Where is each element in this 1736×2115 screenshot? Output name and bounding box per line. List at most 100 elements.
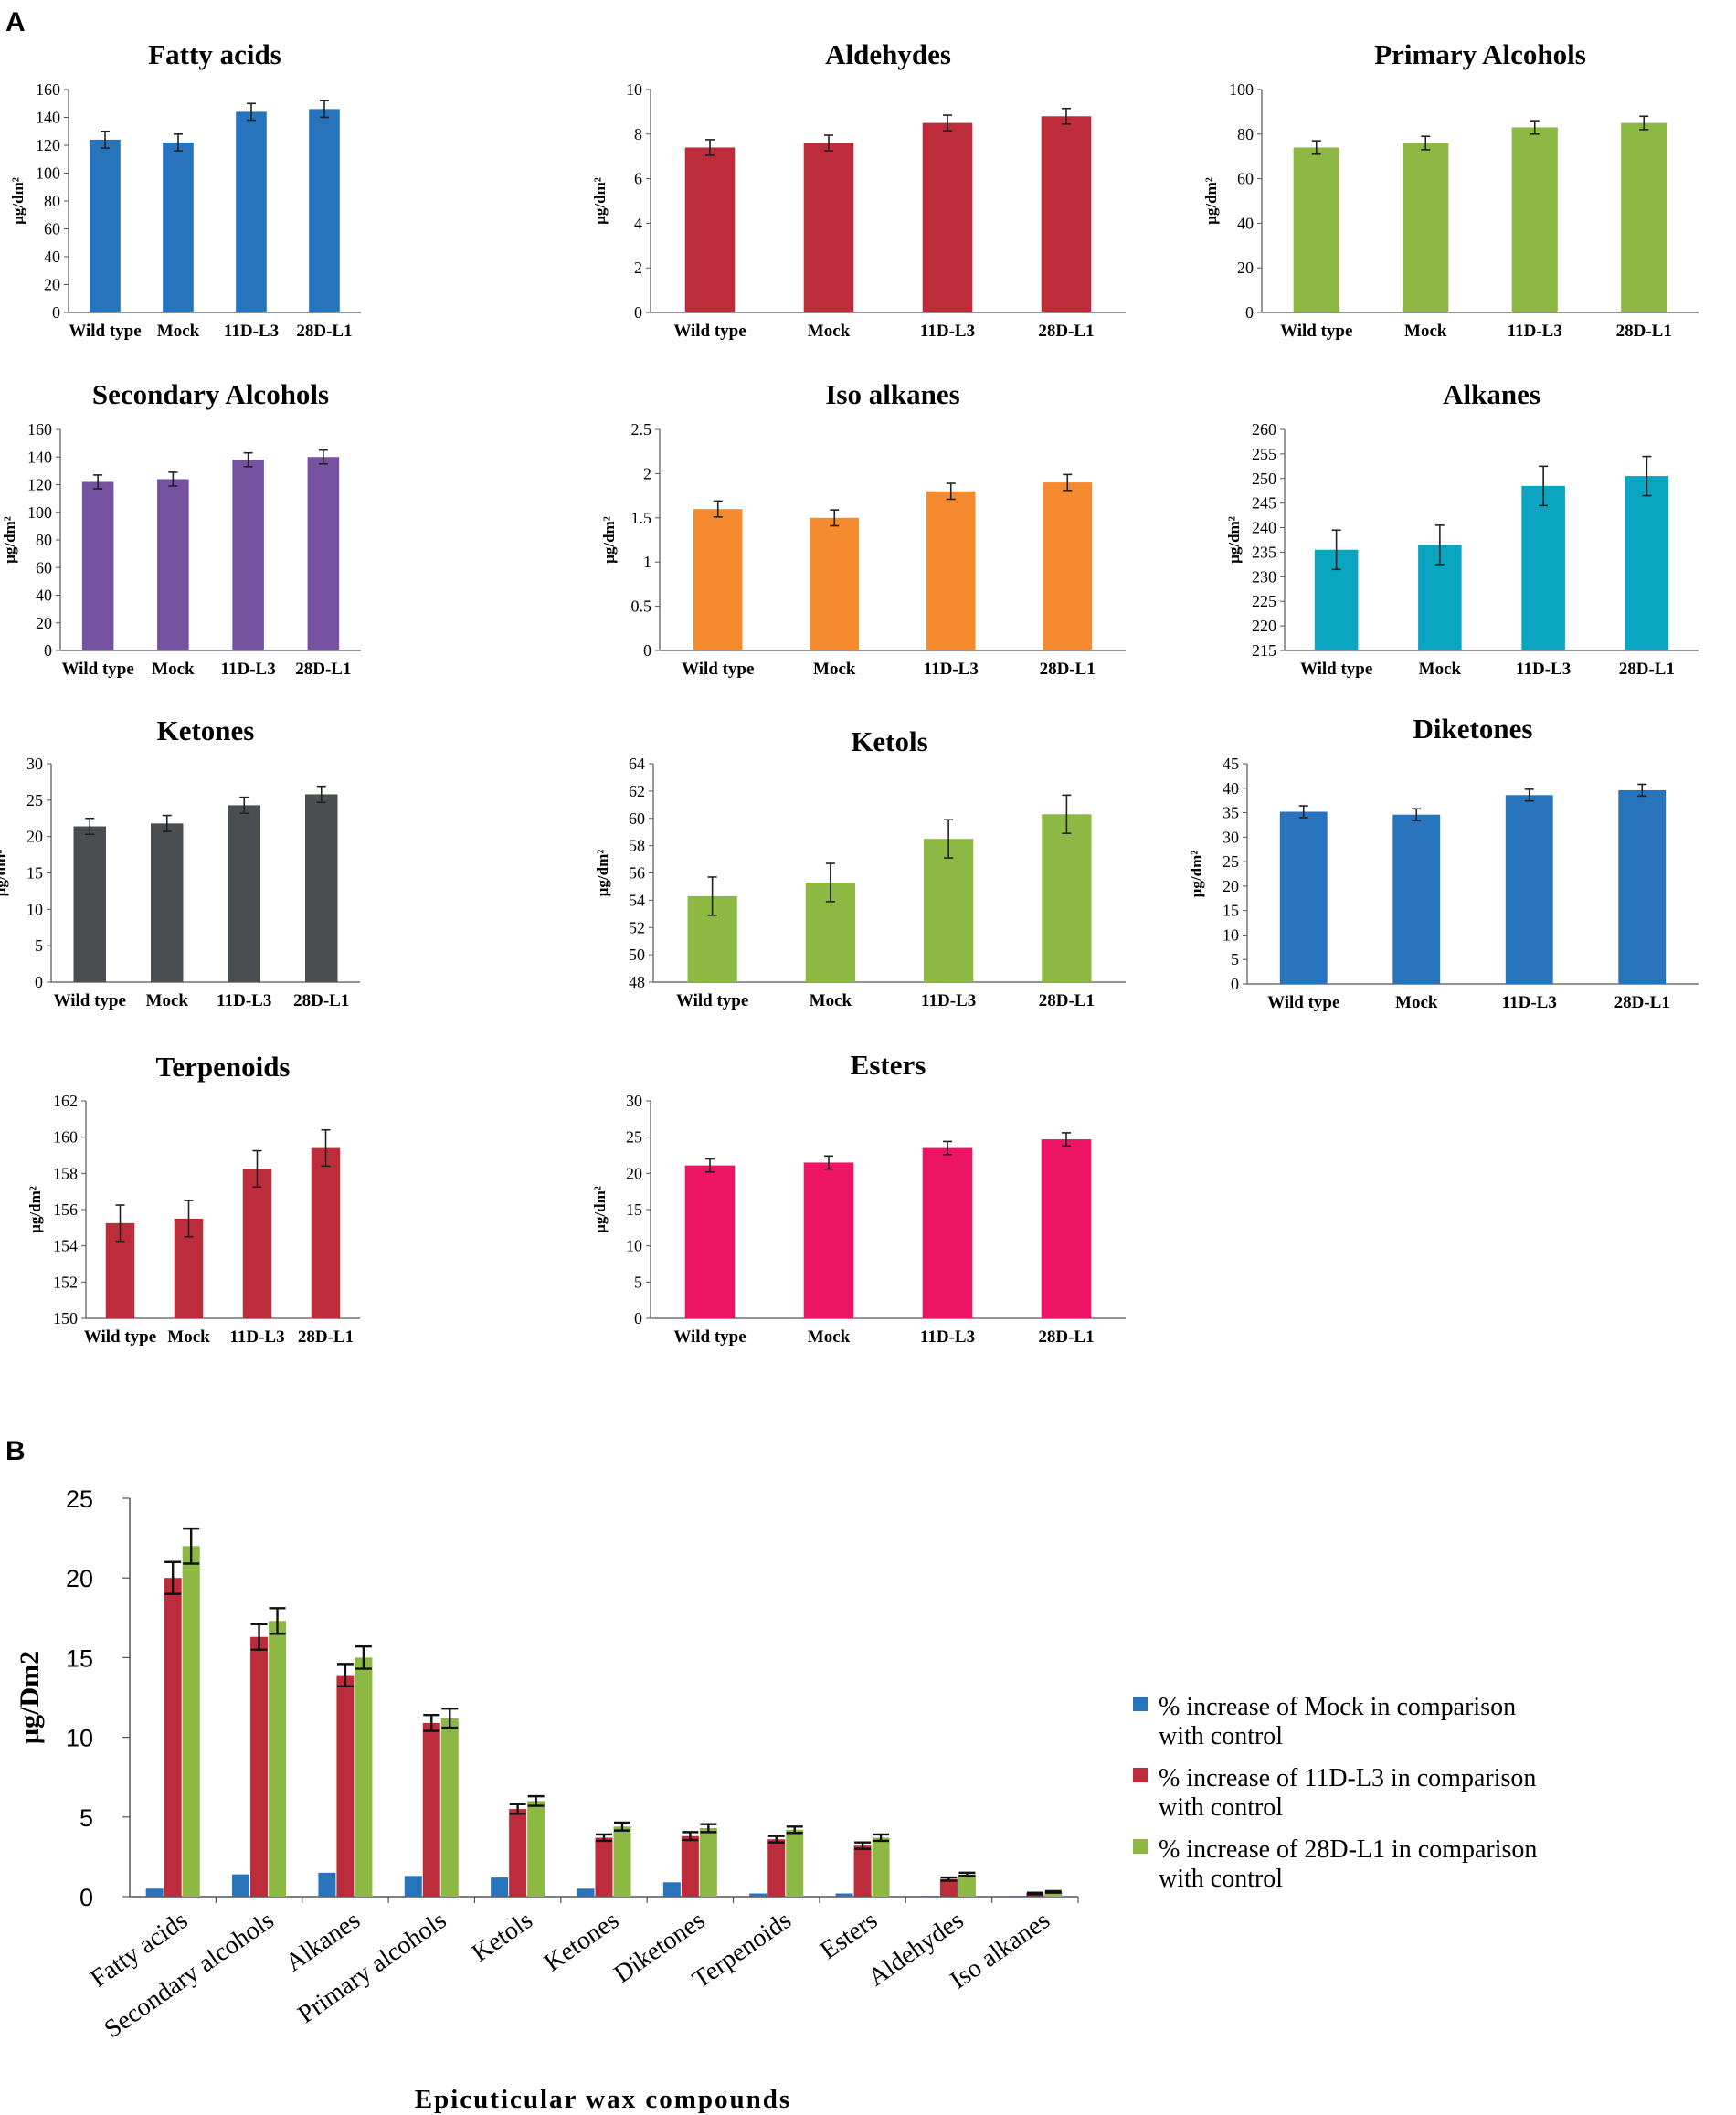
legend-swatch xyxy=(1133,1768,1148,1782)
y-tick-label: 20 xyxy=(66,1565,93,1592)
bar xyxy=(1293,147,1339,312)
x-tick-label: 11D-L3 xyxy=(1516,660,1571,679)
y-tick-label: 100 xyxy=(36,164,60,183)
x-tick-label: 28D-L1 xyxy=(1040,660,1096,679)
bar xyxy=(1044,1891,1063,1897)
y-tick-label: 240 xyxy=(1252,519,1276,537)
bar xyxy=(684,1165,736,1318)
chart-title: Iso alkanes xyxy=(825,378,959,410)
bar xyxy=(182,1546,200,1897)
x-tick-label: 28D-L1 xyxy=(1038,322,1094,341)
y-tick-label: 58 xyxy=(629,837,645,855)
bar xyxy=(232,1874,250,1897)
x-tick-label: 11D-L3 xyxy=(920,322,975,341)
y-axis-label: µg/dm² xyxy=(26,1186,44,1233)
bar xyxy=(872,1837,890,1897)
y-tick-label: 15 xyxy=(1223,902,1239,920)
y-tick-label: 140 xyxy=(36,109,60,127)
panel-label-b: B xyxy=(5,1436,26,1466)
y-tick-label: 160 xyxy=(53,1128,78,1147)
bar xyxy=(1511,127,1558,312)
bar xyxy=(73,826,106,982)
y-tick-label: 15 xyxy=(26,864,43,883)
bar xyxy=(922,1147,973,1318)
x-tick-label: Wild type xyxy=(54,991,126,1010)
x-tick-label: 28D-L1 xyxy=(298,1327,354,1347)
bar xyxy=(577,1888,595,1897)
bar xyxy=(613,1826,631,1897)
bar xyxy=(1392,814,1441,984)
y-axis-label: µg/dm² xyxy=(9,177,26,225)
bar xyxy=(1042,814,1092,982)
bar xyxy=(786,1829,804,1897)
bar xyxy=(939,1878,958,1897)
x-tick-label: Esters xyxy=(815,1906,883,1965)
y-tick-label: 50 xyxy=(629,946,645,964)
bar xyxy=(684,147,736,312)
y-tick-label: 120 xyxy=(36,136,60,154)
y-tick-label: 20 xyxy=(1237,259,1254,277)
bar xyxy=(923,839,974,982)
bar xyxy=(1279,811,1328,984)
y-tick-label: 60 xyxy=(44,220,60,238)
y-axis-label: µg/dm² xyxy=(591,177,609,225)
y-tick-label: 0 xyxy=(1231,975,1239,993)
bar xyxy=(853,1845,872,1897)
panel-label-a: A xyxy=(5,7,26,37)
x-tick-label: 11D-L3 xyxy=(1508,322,1562,341)
bar xyxy=(749,1893,767,1897)
y-axis-label: µg/dm² xyxy=(594,850,611,897)
x-tick-label: Mock xyxy=(167,1327,210,1347)
y-tick-label: 162 xyxy=(53,1092,78,1110)
legend-label-cont: with control xyxy=(1159,1722,1283,1750)
x-tick-label: 28D-L1 xyxy=(1038,1327,1094,1347)
y-tick-label: 250 xyxy=(1252,470,1276,488)
x-tick-label: Mock xyxy=(1395,993,1438,1012)
bar xyxy=(269,1621,287,1897)
y-tick-label: 0.5 xyxy=(631,597,652,616)
bar xyxy=(309,109,340,312)
bar xyxy=(163,142,194,312)
bar xyxy=(336,1675,355,1897)
bar xyxy=(236,111,267,313)
y-tick-label: 30 xyxy=(26,755,43,773)
y-tick-label: 0 xyxy=(44,641,52,660)
x-tick-label: Wild type xyxy=(1300,660,1372,679)
chart-title: Secondary Alcohols xyxy=(92,378,329,410)
y-tick-label: 10 xyxy=(626,1237,642,1255)
y-tick-label: 0 xyxy=(634,303,642,322)
x-tick-label: Primary alcohols xyxy=(292,1906,451,2029)
x-tick-label: 11D-L3 xyxy=(924,660,979,679)
bar xyxy=(1008,1896,1026,1898)
chart-1: Fatty acids 0 20 40 60 80 100 120 140 160 µg/dm² Wi… xyxy=(9,38,361,341)
y-tick-label: 156 xyxy=(53,1200,78,1219)
y-tick-label: 230 xyxy=(1252,567,1276,586)
x-tick-label: 11D-L3 xyxy=(221,660,276,679)
x-tick-label: Mock xyxy=(808,1327,851,1347)
chart-11: Esters 0 5 10 15 20 25 30 µg/dm² Wild type Mock 11D… xyxy=(591,1049,1126,1347)
bar xyxy=(1505,795,1553,984)
y-tick-label: 225 xyxy=(1252,592,1276,610)
y-tick-label: 30 xyxy=(1223,828,1239,846)
y-tick-label: 2.5 xyxy=(631,420,652,439)
y-tick-label: 80 xyxy=(1237,125,1254,143)
chart-title: Ketones xyxy=(157,714,255,746)
legend-label: % increase of 11D-L3 in comparison xyxy=(1159,1764,1536,1792)
bar xyxy=(693,509,743,650)
legend-label: % increase of Mock in comparison xyxy=(1159,1693,1516,1721)
y-tick-label: 5 xyxy=(79,1804,93,1832)
y-tick-label: 52 xyxy=(629,918,645,936)
x-tick-label: 28D-L1 xyxy=(1616,322,1672,341)
y-tick-label: 235 xyxy=(1252,543,1276,561)
y-tick-label: 10 xyxy=(626,80,642,99)
y-tick-label: 260 xyxy=(1252,420,1276,439)
y-tick-label: 56 xyxy=(629,864,645,883)
bar xyxy=(509,1809,527,1897)
bar xyxy=(145,1888,164,1897)
bar xyxy=(803,1162,854,1318)
y-tick-label: 10 xyxy=(26,900,43,918)
y-tick-label: 60 xyxy=(36,558,52,576)
x-tick-label: Wild type xyxy=(61,660,133,679)
bar xyxy=(81,481,114,650)
y-tick-label: 120 xyxy=(27,476,52,494)
